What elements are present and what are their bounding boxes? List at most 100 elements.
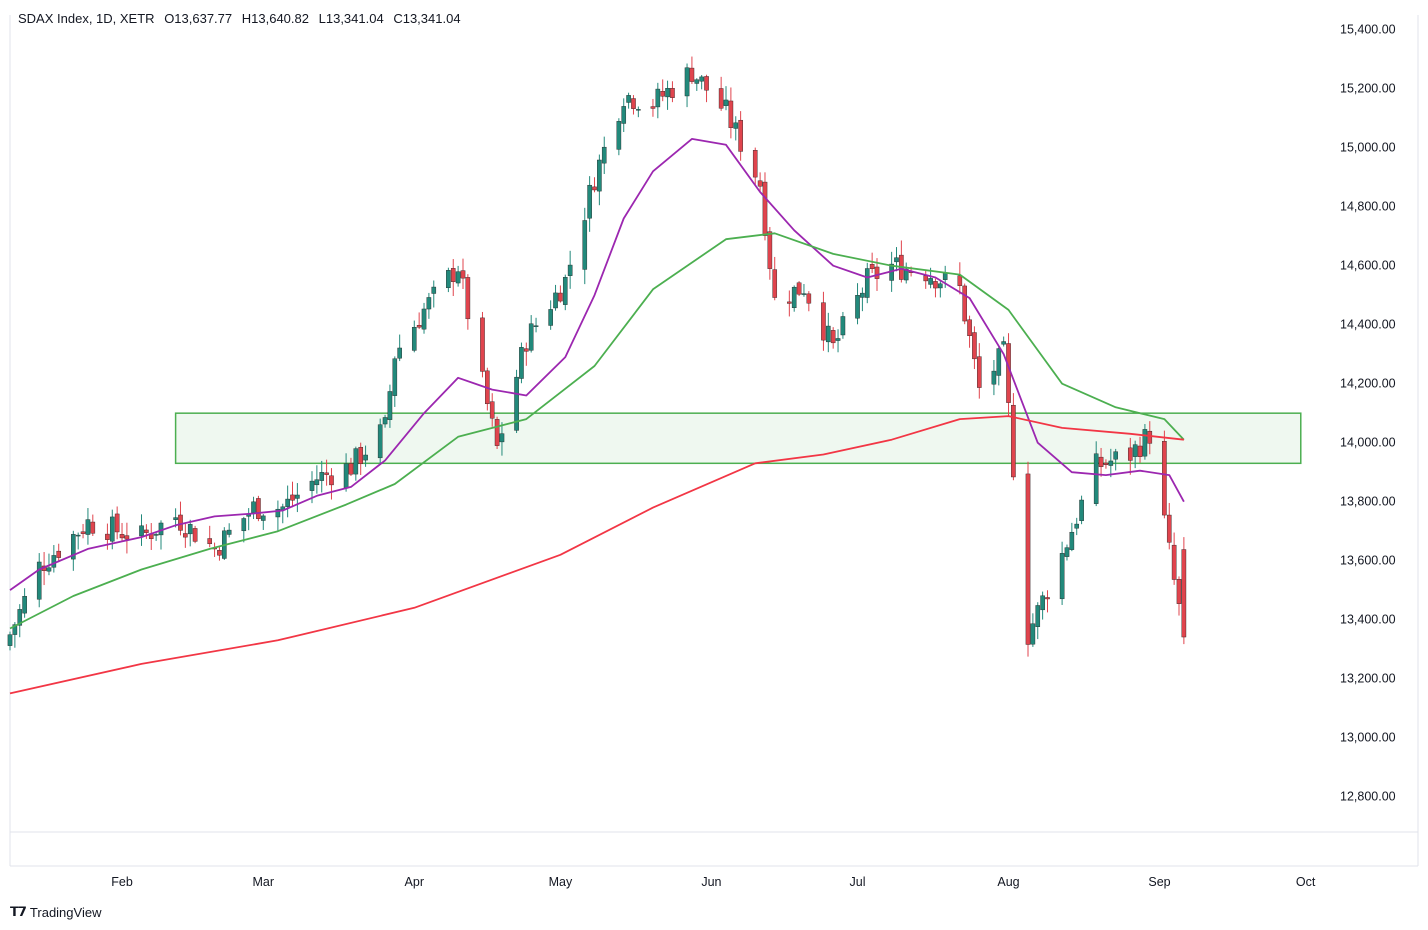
candle-body[interactable]: [275, 508, 281, 518]
candle-body[interactable]: [397, 347, 402, 359]
candle-body[interactable]: [767, 231, 773, 269]
candle-body[interactable]: [1093, 453, 1099, 504]
candle-body[interactable]: [455, 271, 461, 284]
candle-body[interactable]: [46, 567, 52, 572]
candle-body[interactable]: [382, 417, 388, 425]
candle-body[interactable]: [1064, 547, 1070, 557]
candle-body[interactable]: [392, 358, 398, 396]
candle-body[interactable]: [387, 391, 393, 420]
candle-body[interactable]: [631, 98, 636, 109]
candle-body[interactable]: [670, 88, 675, 98]
candle-body[interactable]: [450, 268, 456, 282]
candle-body[interactable]: [1001, 341, 1006, 345]
candle-body[interactable]: [689, 67, 695, 82]
candle-body[interactable]: [85, 519, 91, 535]
candle-body[interactable]: [329, 475, 334, 486]
candle-body[interactable]: [772, 269, 778, 298]
candle-body[interactable]: [894, 257, 899, 263]
candle-body[interactable]: [514, 376, 519, 431]
candle-body[interactable]: [933, 281, 938, 289]
candle-body[interactable]: [519, 347, 524, 379]
candle-body[interactable]: [655, 88, 661, 108]
candle-body[interactable]: [1103, 462, 1109, 465]
candle-body[interactable]: [421, 308, 427, 330]
candle-body[interactable]: [553, 292, 558, 309]
candle-body[interactable]: [290, 494, 295, 501]
candle-body[interactable]: [835, 338, 841, 341]
candle-body[interactable]: [962, 285, 967, 322]
candle-body[interactable]: [972, 332, 977, 360]
candle-body[interactable]: [1132, 444, 1138, 457]
candle-body[interactable]: [1176, 579, 1182, 604]
candle-body[interactable]: [285, 498, 290, 508]
candle-body[interactable]: [241, 518, 247, 532]
candle-body[interactable]: [718, 88, 724, 109]
candle-body[interactable]: [1108, 460, 1114, 466]
candle-body[interactable]: [446, 270, 451, 289]
candle-body[interactable]: [967, 319, 972, 337]
candle-body[interactable]: [153, 534, 159, 536]
candle-body[interactable]: [348, 463, 354, 475]
candle-body[interactable]: [616, 121, 622, 150]
candle-body[interactable]: [806, 293, 812, 304]
candle-body[interactable]: [460, 270, 466, 279]
candle-body[interactable]: [991, 370, 997, 385]
candle-body[interactable]: [80, 531, 86, 534]
candle-body[interactable]: [17, 609, 23, 626]
candle-body[interactable]: [957, 275, 963, 286]
candle-body[interactable]: [821, 302, 826, 341]
candle-body[interactable]: [343, 463, 349, 489]
candle-body[interactable]: [699, 76, 704, 82]
candle-body[interactable]: [626, 95, 631, 103]
candle-body[interactable]: [489, 401, 495, 419]
candle-body[interactable]: [860, 292, 865, 298]
candle-body[interactable]: [558, 292, 563, 302]
candle-body[interactable]: [787, 301, 792, 304]
candle-body[interactable]: [567, 264, 573, 276]
candle-body[interactable]: [217, 550, 222, 556]
candle-body[interactable]: [183, 533, 188, 538]
candle-body[interactable]: [728, 100, 734, 128]
candle-body[interactable]: [1035, 605, 1041, 627]
candle-body[interactable]: [621, 106, 627, 124]
candle-body[interactable]: [260, 515, 266, 521]
candle-body[interactable]: [1113, 451, 1118, 460]
candle-body[interactable]: [105, 533, 110, 540]
candle-body[interactable]: [56, 550, 62, 558]
candle-body[interactable]: [358, 446, 364, 464]
candle-body[interactable]: [187, 524, 193, 535]
candle-body[interactable]: [426, 297, 432, 310]
candle-body[interactable]: [587, 184, 592, 219]
candle-body[interactable]: [757, 180, 763, 187]
support-zone[interactable]: [174, 412, 1302, 465]
candle-body[interactable]: [923, 275, 929, 282]
candle-body[interactable]: [582, 220, 588, 270]
candle-body[interactable]: [826, 325, 831, 343]
candle-body[interactable]: [830, 330, 836, 344]
candle-body[interactable]: [377, 424, 383, 459]
candle-body[interactable]: [324, 472, 329, 475]
candle-body[interactable]: [1025, 473, 1031, 645]
candle-body[interactable]: [1069, 531, 1075, 550]
candle-body[interactable]: [139, 525, 144, 537]
candle-body[interactable]: [295, 494, 300, 499]
candle-body[interactable]: [1137, 445, 1143, 457]
candle-body[interactable]: [1030, 623, 1036, 645]
candle-body[interactable]: [1098, 456, 1104, 467]
candle-body[interactable]: [723, 99, 729, 106]
candle-body[interactable]: [864, 268, 870, 298]
candle-body[interactable]: [592, 186, 597, 191]
candle-body[interactable]: [1171, 544, 1177, 580]
candle-body[interactable]: [36, 561, 42, 600]
candle-body[interactable]: [309, 480, 315, 491]
candle-body[interactable]: [71, 534, 76, 560]
candle-body[interactable]: [548, 309, 553, 326]
candle-body[interactable]: [1045, 597, 1050, 600]
candle-body[interactable]: [119, 534, 125, 539]
candle-body[interactable]: [601, 146, 607, 164]
moving-average-line-3[interactable]: [9, 415, 1184, 695]
candle-body[interactable]: [480, 317, 485, 372]
candle-body[interactable]: [431, 286, 437, 294]
candle-body[interactable]: [1181, 549, 1187, 638]
